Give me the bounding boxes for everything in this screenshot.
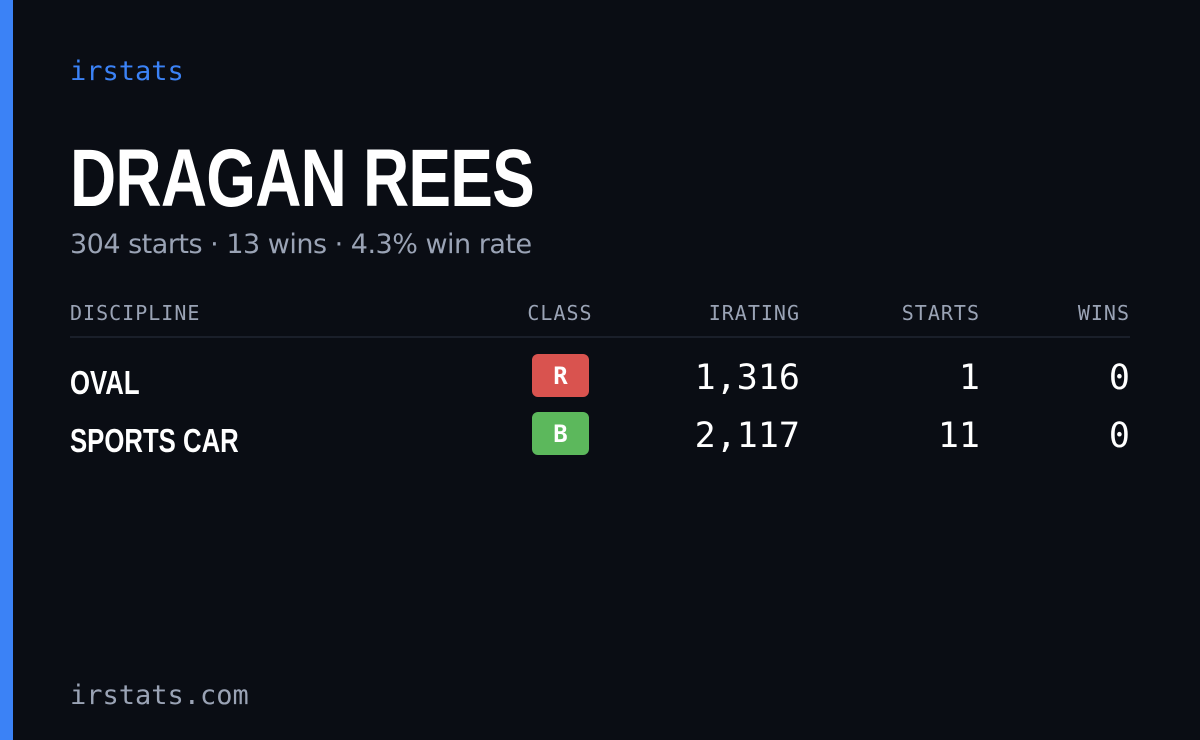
- column-header: WINS: [1077, 301, 1130, 325]
- class-badge: B: [532, 412, 589, 455]
- accent-bar: [0, 0, 13, 740]
- irating: 2,117: [694, 416, 800, 456]
- starts: 11: [937, 416, 980, 456]
- brand: irstats: [70, 56, 184, 87]
- starts: 1: [958, 358, 980, 398]
- irating: 1,316: [694, 358, 800, 398]
- discipline: OVAL: [70, 364, 140, 401]
- footer: irstats.com: [70, 680, 249, 711]
- discipline: SPORTS CAR: [70, 422, 239, 459]
- column-header: CLASS: [527, 301, 593, 325]
- wins: 0: [1108, 416, 1130, 456]
- header-rule: [70, 336, 1130, 338]
- column-header: DISCIPLINE: [70, 301, 201, 325]
- driver-name: DRAGAN REES: [70, 133, 535, 224]
- driver-summary: 304 starts · 13 wins · 4.3% win rate: [70, 229, 532, 260]
- column-header: IRATING: [708, 301, 800, 325]
- class-badge: R: [532, 354, 589, 397]
- wins: 0: [1108, 358, 1130, 398]
- column-header: STARTS: [901, 301, 980, 325]
